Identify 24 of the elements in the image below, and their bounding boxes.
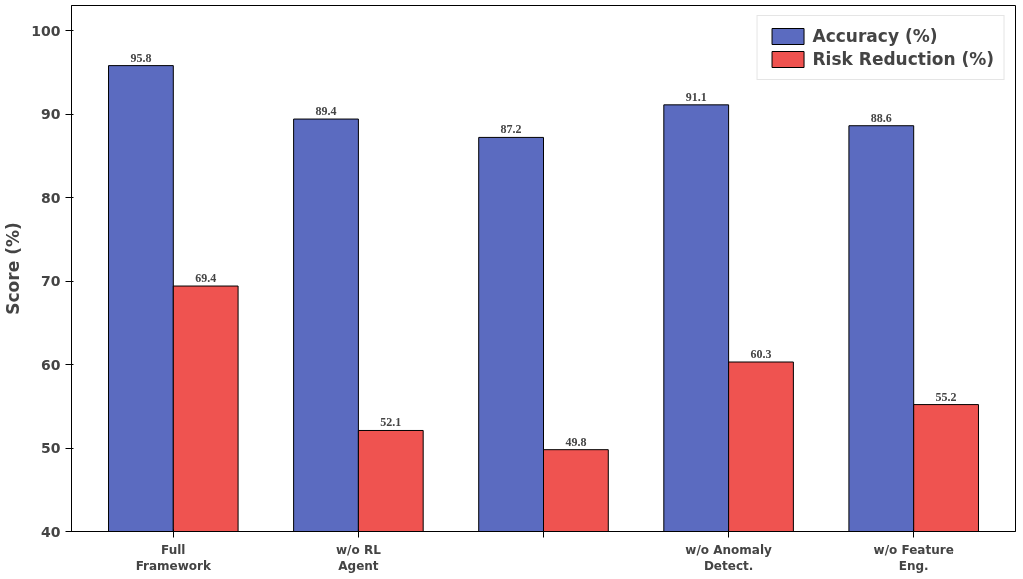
y-tick-label: 70 — [41, 273, 61, 290]
data-label: 95.8 — [130, 50, 152, 65]
y-tick-label: 50 — [41, 440, 61, 457]
data-label: 87.2 — [500, 122, 522, 137]
data-label: 91.1 — [685, 89, 707, 104]
data-label: 55.2 — [935, 389, 957, 404]
x-tick-label: w/o Feature Eng. — [873, 542, 954, 574]
legend-label: Accuracy (%) — [812, 26, 938, 46]
y-tick-label: 90 — [41, 106, 61, 123]
data-label: 69.4 — [195, 271, 217, 286]
y-axis-title: Score (%) — [3, 222, 24, 315]
x-tick-label: Full Framework — [135, 542, 212, 574]
data-label: 89.4 — [315, 104, 337, 119]
data-label: 60.3 — [750, 347, 772, 362]
data-label: 49.8 — [565, 434, 587, 449]
y-tick-label: 40 — [41, 523, 61, 540]
data-label: 52.1 — [380, 415, 402, 430]
data-label: 88.6 — [870, 110, 892, 125]
legend-label: Risk Reduction (%) — [812, 49, 994, 69]
y-tick-label: 80 — [41, 189, 61, 206]
x-tick-label: w/o RL Agent — [336, 542, 382, 574]
y-tick-label: 60 — [41, 356, 61, 373]
y-tick-label: 100 — [31, 22, 61, 39]
x-tick-label: w/o Anomaly Detect. — [685, 542, 773, 574]
